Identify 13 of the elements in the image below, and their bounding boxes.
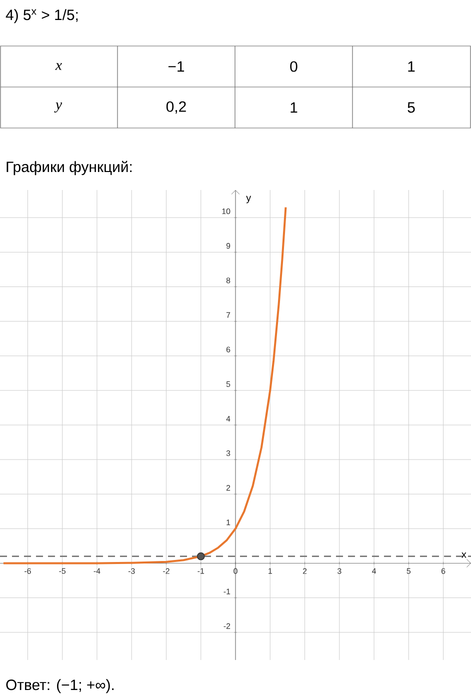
- text: y: [54, 102, 62, 113]
- y-axis-title: y: [246, 196, 252, 204]
- text: 1: [290, 102, 298, 113]
- text: 0: [290, 61, 298, 72]
- chart-title: 4) 5$^{x}$ > 1/5;: [6, 9, 78, 24]
- text: 0,2: [166, 101, 186, 114]
- text: 5: [408, 102, 415, 113]
- text: Ответ: (−1; +∞).: [6, 679, 114, 694]
- chart-subtitle: Графики функций:: [6, 160, 132, 176]
- text: x: [55, 63, 62, 70]
- text: −1: [168, 61, 184, 72]
- x-axis-title: x: [462, 552, 466, 558]
- text: 1: [408, 61, 415, 72]
